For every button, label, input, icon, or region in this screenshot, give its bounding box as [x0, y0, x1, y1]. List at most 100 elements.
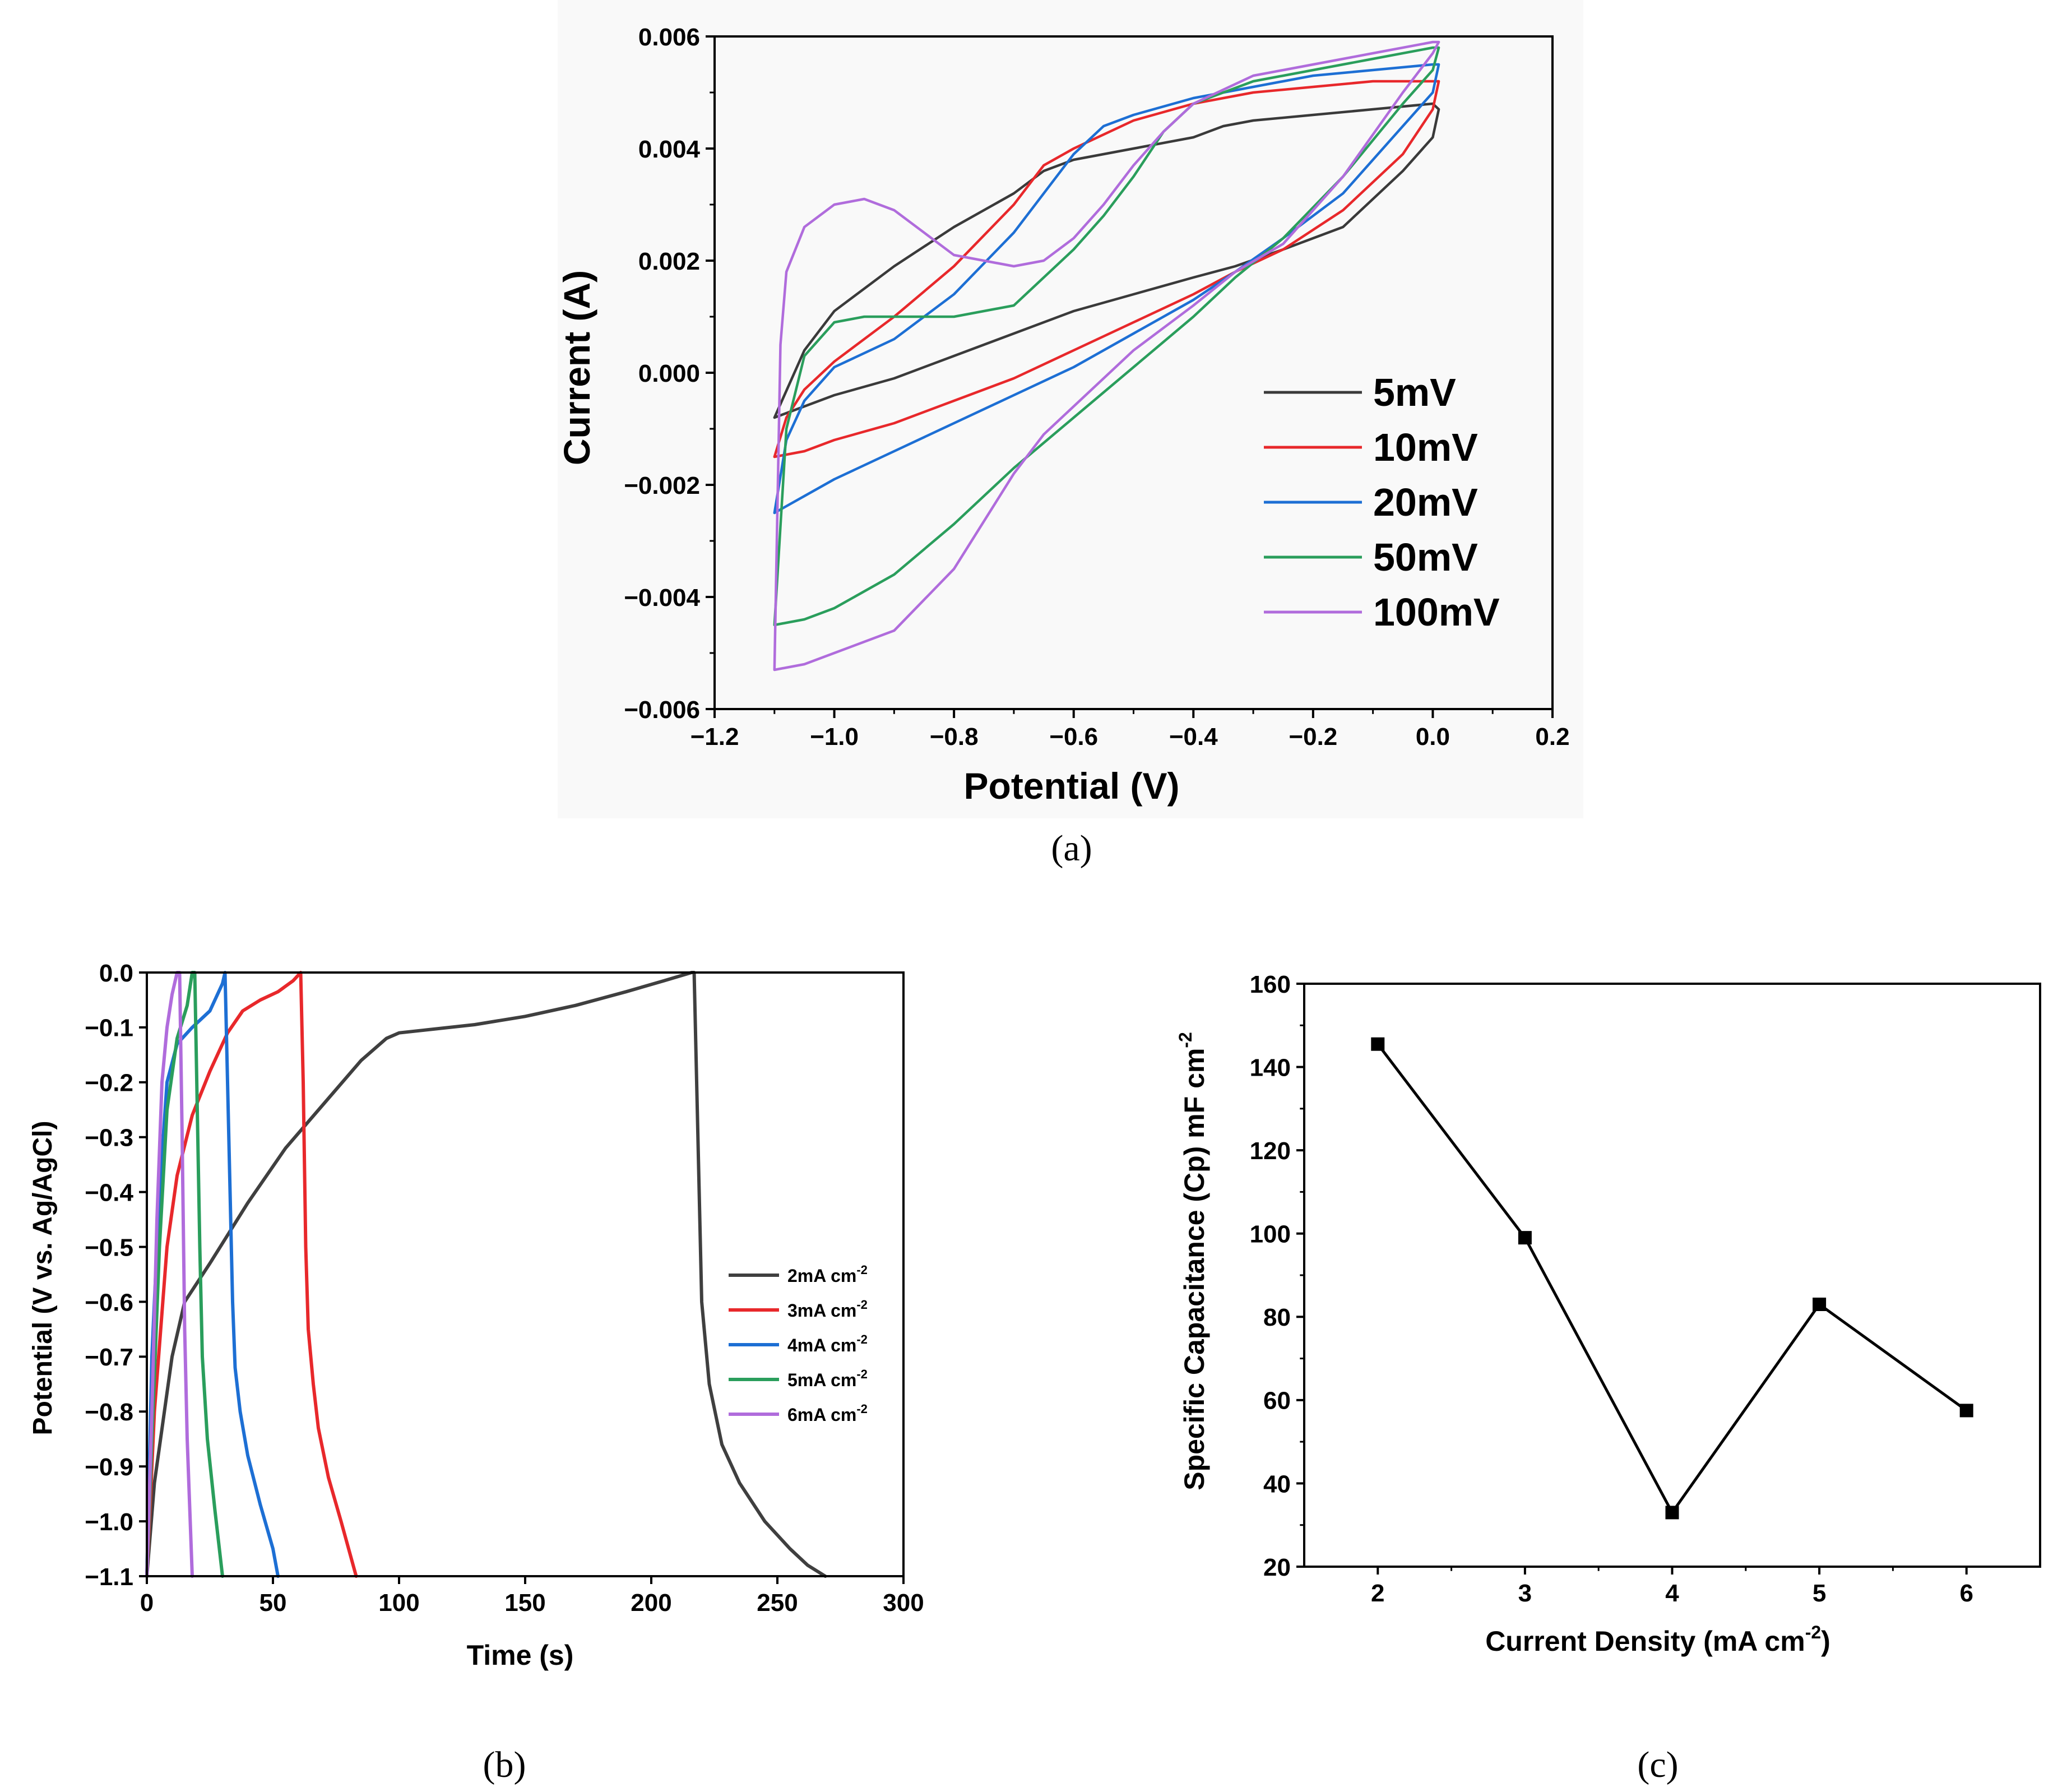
- series-line-5mV: [773, 102, 1440, 419]
- y-tick-label: 0.002: [638, 248, 700, 275]
- legend-label: 3mA cm-2: [787, 1298, 868, 1321]
- x-tick-label: −1.0: [810, 723, 859, 751]
- y-tick-label: 0.004: [638, 136, 701, 163]
- series-line-6mA-cm: [145, 971, 194, 1578]
- data-point-marker: [1518, 1231, 1532, 1245]
- capacitance-x-axis-title-end: ): [1821, 1626, 1830, 1657]
- x-tick-label: −0.8: [930, 723, 979, 751]
- legend-label-sup: -2: [856, 1402, 868, 1416]
- x-tick-label: 150: [504, 1589, 545, 1617]
- y-tick-label: −0.004: [624, 584, 700, 612]
- y-tick-label: −0.8: [85, 1399, 133, 1426]
- cv-y-axis-title: Current (A): [556, 270, 597, 465]
- gcd-axis-ticks: 0 50 100 150 200 250 300 0.0 −0.1 −0.2 −0.3 −0.4 −0.…: [85, 960, 924, 1617]
- series-line-2mA-cm: [145, 971, 827, 1578]
- x-tick-label: 0.2: [1535, 723, 1569, 751]
- legend-label-sup: -2: [856, 1332, 868, 1346]
- y-tick-label: 20: [1263, 1554, 1291, 1581]
- x-tick-label: 4: [1665, 1580, 1679, 1607]
- x-tick-label: 0: [140, 1589, 154, 1617]
- y-tick-label: 0.006: [638, 24, 700, 51]
- legend-label: 20mV: [1373, 480, 1478, 524]
- legend-label: 6mA cm-2: [787, 1402, 868, 1425]
- series-line-Specific-Capacitance: [1376, 1043, 1968, 1514]
- capacitance-y-axis-title-sup: -2: [1175, 1032, 1195, 1048]
- y-tick-label: 140: [1250, 1054, 1291, 1081]
- capacitance-chart-panel: 2 3 4 5 6 20 40 60 80 100 120 140 160 Current Densit…: [1175, 971, 2041, 1657]
- legend-label: 2mA cm-2: [787, 1263, 868, 1286]
- cv-chart-panel: −1.2 −1.0 −0.8 −0.6 −0.4 −0.2 0.0 0.2 −0.006 −0.0…: [556, 0, 1583, 818]
- y-tick-label: −0.4: [85, 1179, 133, 1206]
- x-tick-label: −1.2: [690, 723, 739, 751]
- x-tick-label: 0.0: [1416, 723, 1450, 751]
- capacitance-x-axis-title-sup: -2: [1805, 1622, 1821, 1642]
- y-tick-label: 60: [1263, 1387, 1291, 1415]
- x-tick-label: 300: [883, 1589, 924, 1617]
- series-line-100mV: [773, 40, 1440, 672]
- legend-label-text: 3mA cm: [787, 1300, 856, 1321]
- y-tick-label: −0.1: [85, 1015, 133, 1042]
- caption-c: (c): [1637, 1744, 1678, 1785]
- x-tick-label: 250: [757, 1589, 798, 1617]
- x-tick-label: −0.4: [1169, 723, 1218, 751]
- cv-axis-ticks: −1.2 −1.0 −0.8 −0.6 −0.4 −0.2 0.0 0.2 −0.006 −0.0…: [624, 24, 1569, 751]
- data-point-marker: [1959, 1404, 1973, 1418]
- legend-label: 100mV: [1373, 590, 1500, 634]
- legend-label: 10mV: [1373, 425, 1478, 469]
- legend-label-text: 6mA cm: [787, 1405, 856, 1425]
- caption-b: (b): [483, 1744, 526, 1785]
- legend-label: 50mV: [1373, 535, 1478, 579]
- cv-x-axis-title: Potential (V): [963, 765, 1179, 807]
- y-tick-label: −0.9: [85, 1453, 133, 1481]
- capacitance-y-axis-title: Specific Capacitance (Cp) mF cm-2: [1175, 1032, 1210, 1490]
- y-tick-label: −0.002: [624, 472, 700, 499]
- legend-label: 4mA cm-2: [787, 1332, 868, 1355]
- y-tick-label: −0.3: [85, 1124, 133, 1152]
- x-tick-label: 200: [631, 1589, 671, 1617]
- x-tick-label: 5: [1813, 1580, 1826, 1607]
- series-line-20mV: [773, 63, 1440, 515]
- gcd-x-axis-title: Time (s): [467, 1640, 574, 1671]
- legend-label-text: 2mA cm: [787, 1266, 856, 1286]
- x-tick-label: −0.2: [1289, 723, 1337, 751]
- y-tick-label: 120: [1250, 1137, 1291, 1165]
- data-point-marker: [1371, 1037, 1385, 1051]
- x-tick-label: 50: [259, 1589, 287, 1617]
- legend-label: 5mV: [1373, 371, 1456, 414]
- legend-label-text: 5mA cm: [787, 1370, 856, 1390]
- cv-legend: 5mV 10mV 20mV 50mV 100mV: [1264, 371, 1500, 634]
- legend-label-sup: -2: [856, 1263, 868, 1277]
- series-line-4mA-cm: [145, 971, 280, 1578]
- x-tick-label: 100: [378, 1589, 419, 1617]
- legend-label-sup: -2: [856, 1367, 868, 1381]
- data-point-marker: [1813, 1298, 1827, 1311]
- series-line-3mA-cm: [145, 971, 358, 1578]
- y-tick-label: 160: [1250, 971, 1291, 998]
- legend-label-text: 4mA cm: [787, 1335, 856, 1355]
- y-tick-label: 80: [1263, 1304, 1291, 1331]
- y-tick-label: −0.7: [85, 1344, 133, 1371]
- y-tick-label: −1.0: [85, 1508, 133, 1536]
- capacitance-y-axis-title-text: Specific Capacitance (Cp) mF cm: [1179, 1048, 1210, 1490]
- capacitance-x-axis-title: Current Density (mA cm-2): [1485, 1622, 1830, 1657]
- capacitance-x-axis-title-text: Current Density (mA cm: [1485, 1626, 1805, 1657]
- capacitance-curve: [1371, 1037, 1973, 1520]
- y-tick-label: 0.000: [638, 360, 700, 387]
- caption-a: (a): [1051, 828, 1092, 869]
- gcd-curves: [145, 971, 827, 1578]
- y-tick-label: 0.0: [99, 960, 133, 987]
- capacitance-plot-frame: [1303, 983, 2041, 1568]
- y-tick-label: −0.5: [85, 1234, 133, 1261]
- x-tick-label: 6: [1959, 1580, 1973, 1607]
- y-tick-label: 100: [1250, 1221, 1291, 1248]
- y-tick-label: −1.1: [85, 1563, 133, 1591]
- y-tick-label: −0.2: [85, 1069, 133, 1097]
- legend-label-sup: -2: [856, 1298, 868, 1312]
- y-tick-label: 40: [1263, 1470, 1291, 1498]
- capacitance-axis-ticks: 2 3 4 5 6 20 40 60 80 100 120 140 160: [1250, 971, 1973, 1607]
- x-tick-label: −0.6: [1049, 723, 1098, 751]
- legend-label: 5mA cm-2: [787, 1367, 868, 1390]
- x-tick-label: 3: [1518, 1580, 1532, 1607]
- cv-curves: [773, 40, 1440, 672]
